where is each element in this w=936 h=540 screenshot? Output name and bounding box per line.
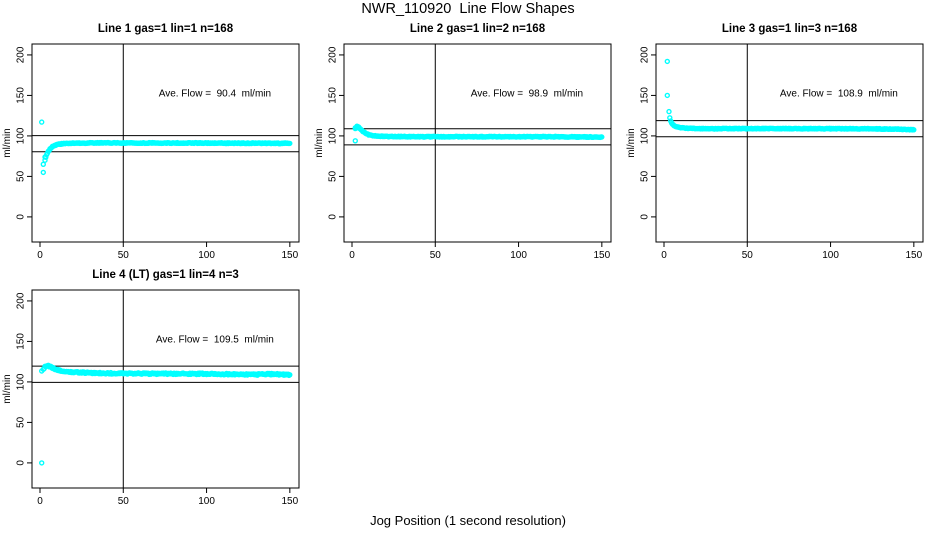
avg-flow-annotation: Ave. Flow = 98.9 ml/min (471, 88, 583, 99)
subplot-title: Line 3 gas=1 lin=3 n=168 (722, 23, 858, 35)
x-tick-label: 50 (118, 496, 130, 507)
data-point (287, 140, 293, 147)
subplot-3: Line 3 gas=1 lin=3 n=168 ml/min 0 50 100 150 0… (626, 23, 924, 261)
data-point (911, 127, 917, 133)
avg-flow-annotation: Ave. Flow = 109.5 ml/min (156, 334, 274, 345)
y-axis-unit-label: ml/min (314, 128, 325, 157)
data-point (39, 460, 45, 466)
plot-box (343, 43, 612, 243)
plot-box (31, 43, 300, 243)
y-tick-label: 150 (16, 333, 27, 350)
y-axis-unit-label: ml/min (626, 128, 637, 157)
subplot-2: Line 2 gas=1 lin=2 n=168 ml/min 0 50 100 150 0… (314, 23, 612, 261)
y-tick-label: 0 (16, 460, 27, 466)
data-point (40, 161, 46, 168)
x-tick-label: 50 (742, 250, 754, 261)
y-tick-label: 50 (16, 170, 27, 182)
subplot-1: Line 1 gas=1 lin=1 n=168 ml/min 0 50 100 150 0… (2, 23, 300, 261)
y-tick-label: 100 (16, 127, 27, 144)
y-axis-unit-label: ml/min (2, 128, 13, 157)
y-tick-label: 100 (328, 127, 339, 144)
data-point (287, 372, 293, 378)
x-tick-label: 150 (593, 250, 610, 261)
y-tick-label: 150 (328, 87, 339, 104)
data-point (352, 138, 358, 144)
data-point (39, 119, 45, 125)
data-point (40, 169, 46, 176)
subplot-title: Line 2 gas=1 lin=2 n=168 (410, 23, 546, 35)
y-tick-label: 50 (328, 170, 339, 182)
x-tick-label: 50 (430, 250, 442, 261)
x-tick-label: 100 (510, 250, 527, 261)
y-tick-label: 150 (16, 87, 27, 104)
y-tick-label: 50 (16, 416, 27, 428)
x-axis-label: Jog Position (1 second resolution) (370, 513, 566, 528)
x-tick-label: 150 (281, 496, 298, 507)
x-tick-label: 0 (37, 250, 43, 261)
y-tick-label: 150 (640, 87, 651, 104)
y-tick-label: 0 (328, 214, 339, 220)
x-tick-label: 100 (198, 496, 215, 507)
y-axis-unit-label: ml/min (2, 374, 13, 403)
subplot-title: Line 1 gas=1 lin=1 n=168 (98, 23, 234, 35)
y-tick-label: 100 (16, 373, 27, 390)
y-tick-label: 50 (640, 170, 651, 182)
figure-title: NWR_110920 Line Flow Shapes (361, 1, 575, 17)
x-tick-label: 150 (281, 250, 298, 261)
y-tick-label: 100 (640, 127, 651, 144)
data-point (666, 108, 672, 115)
avg-flow-annotation: Ave. Flow = 90.4 ml/min (159, 88, 271, 99)
y-tick-label: 200 (328, 46, 339, 63)
y-tick-label: 0 (640, 214, 651, 220)
x-tick-label: 100 (822, 250, 839, 261)
x-tick-label: 0 (661, 250, 667, 261)
plot-box (31, 289, 300, 489)
subplot-title: Line 4 (LT) gas=1 lin=4 n=3 (92, 269, 238, 281)
subplot-4: Line 4 (LT) gas=1 lin=4 n=3 ml/min 0 50 100 1… (2, 269, 300, 507)
x-tick-label: 150 (905, 250, 922, 261)
y-tick-label: 0 (16, 214, 27, 220)
x-tick-label: 0 (37, 496, 43, 507)
x-tick-label: 0 (349, 250, 355, 261)
data-point (664, 92, 670, 99)
y-tick-label: 200 (640, 46, 651, 63)
plot-box (655, 43, 924, 243)
data-point (599, 134, 605, 140)
data-point (43, 154, 49, 160)
data-point (664, 58, 670, 65)
x-tick-label: 50 (118, 250, 130, 261)
data-point (42, 157, 48, 163)
y-tick-label: 200 (16, 46, 27, 63)
y-tick-label: 200 (16, 292, 27, 309)
x-tick-label: 100 (198, 250, 215, 261)
avg-flow-annotation: Ave. Flow = 108.9 ml/min (780, 88, 898, 99)
